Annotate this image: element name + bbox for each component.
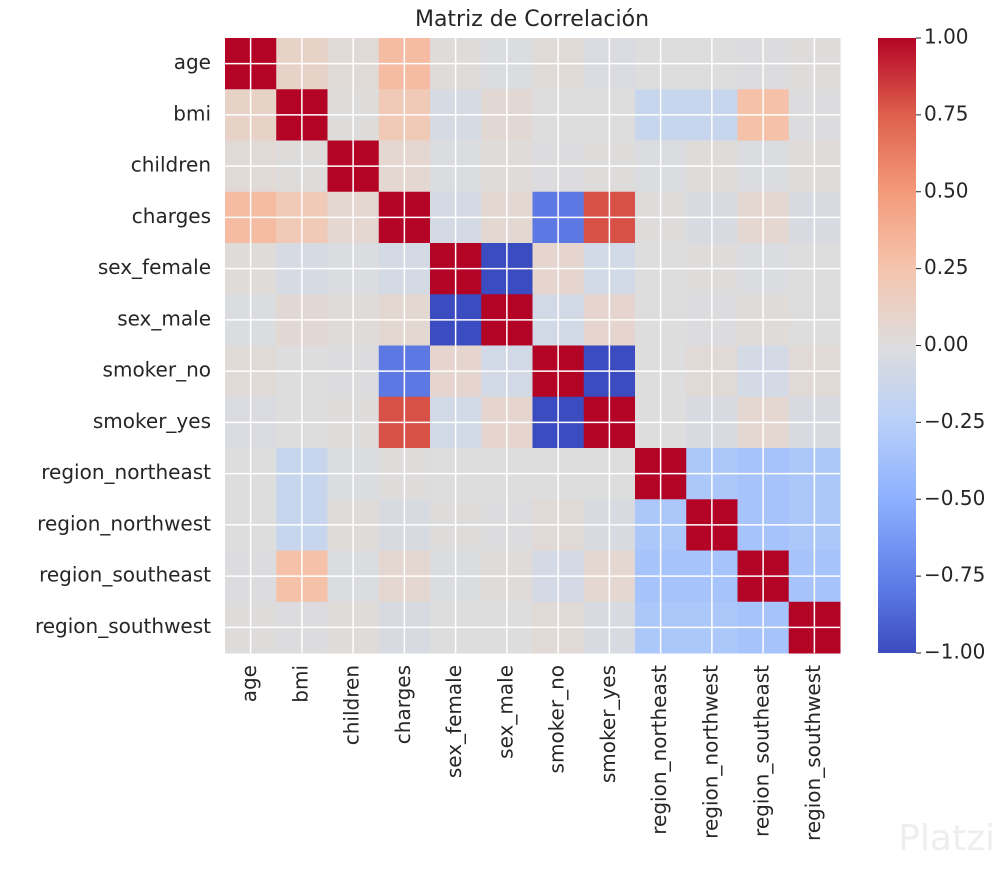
colorbar-tick-label: 0.25: [924, 255, 969, 279]
y-tick-label: smoker_yes: [93, 409, 211, 433]
x-tick-label: charges: [391, 665, 415, 744]
x-tick-label: region_northeast: [647, 665, 671, 835]
colorbar-tick-label: −1.00: [924, 640, 985, 664]
y-tick-label: sex_male: [117, 306, 211, 330]
y-tick-label: region_southwest: [35, 614, 211, 638]
colorbar: [878, 38, 916, 653]
y-tick-label: bmi: [173, 101, 211, 125]
x-tick-label: region_southwest: [801, 665, 825, 841]
y-tick-label: smoker_no: [103, 358, 211, 382]
colorbar-tick-label: 0.50: [924, 178, 969, 202]
x-tick-label: sex_female: [442, 665, 466, 778]
y-tick-label: region_northeast: [41, 460, 211, 484]
colorbar-tick-label: 1.00: [924, 25, 969, 49]
x-tick-label: region_northwest: [698, 665, 722, 839]
x-tick-label: age: [237, 665, 261, 702]
x-tick-label: children: [340, 665, 364, 745]
y-tick-label: age: [174, 50, 211, 74]
x-tick-label: sex_male: [493, 665, 517, 759]
x-tick-label: smoker_no: [545, 665, 569, 773]
colorbar-tick-label: −0.25: [924, 409, 985, 433]
y-tick-label: charges: [132, 204, 211, 228]
colorbar-tick-label: −0.75: [924, 563, 985, 587]
x-tick-label: region_southeast: [750, 665, 774, 837]
x-tick-label: smoker_yes: [596, 665, 620, 783]
y-tick-label: region_northwest: [37, 511, 211, 535]
chart-title: Matriz de Correlación: [415, 7, 649, 32]
y-tick-label: sex_female: [98, 255, 211, 279]
colorbar-tick-label: 0.75: [924, 101, 969, 125]
colorbar-tick-label: −0.50: [924, 486, 985, 510]
colorbar-tick-label: 0.00: [924, 332, 969, 356]
x-tick-label: bmi: [288, 665, 312, 703]
watermark: Platzi: [898, 818, 995, 859]
y-tick-label: region_southeast: [39, 563, 211, 587]
y-tick-label: children: [131, 153, 211, 177]
